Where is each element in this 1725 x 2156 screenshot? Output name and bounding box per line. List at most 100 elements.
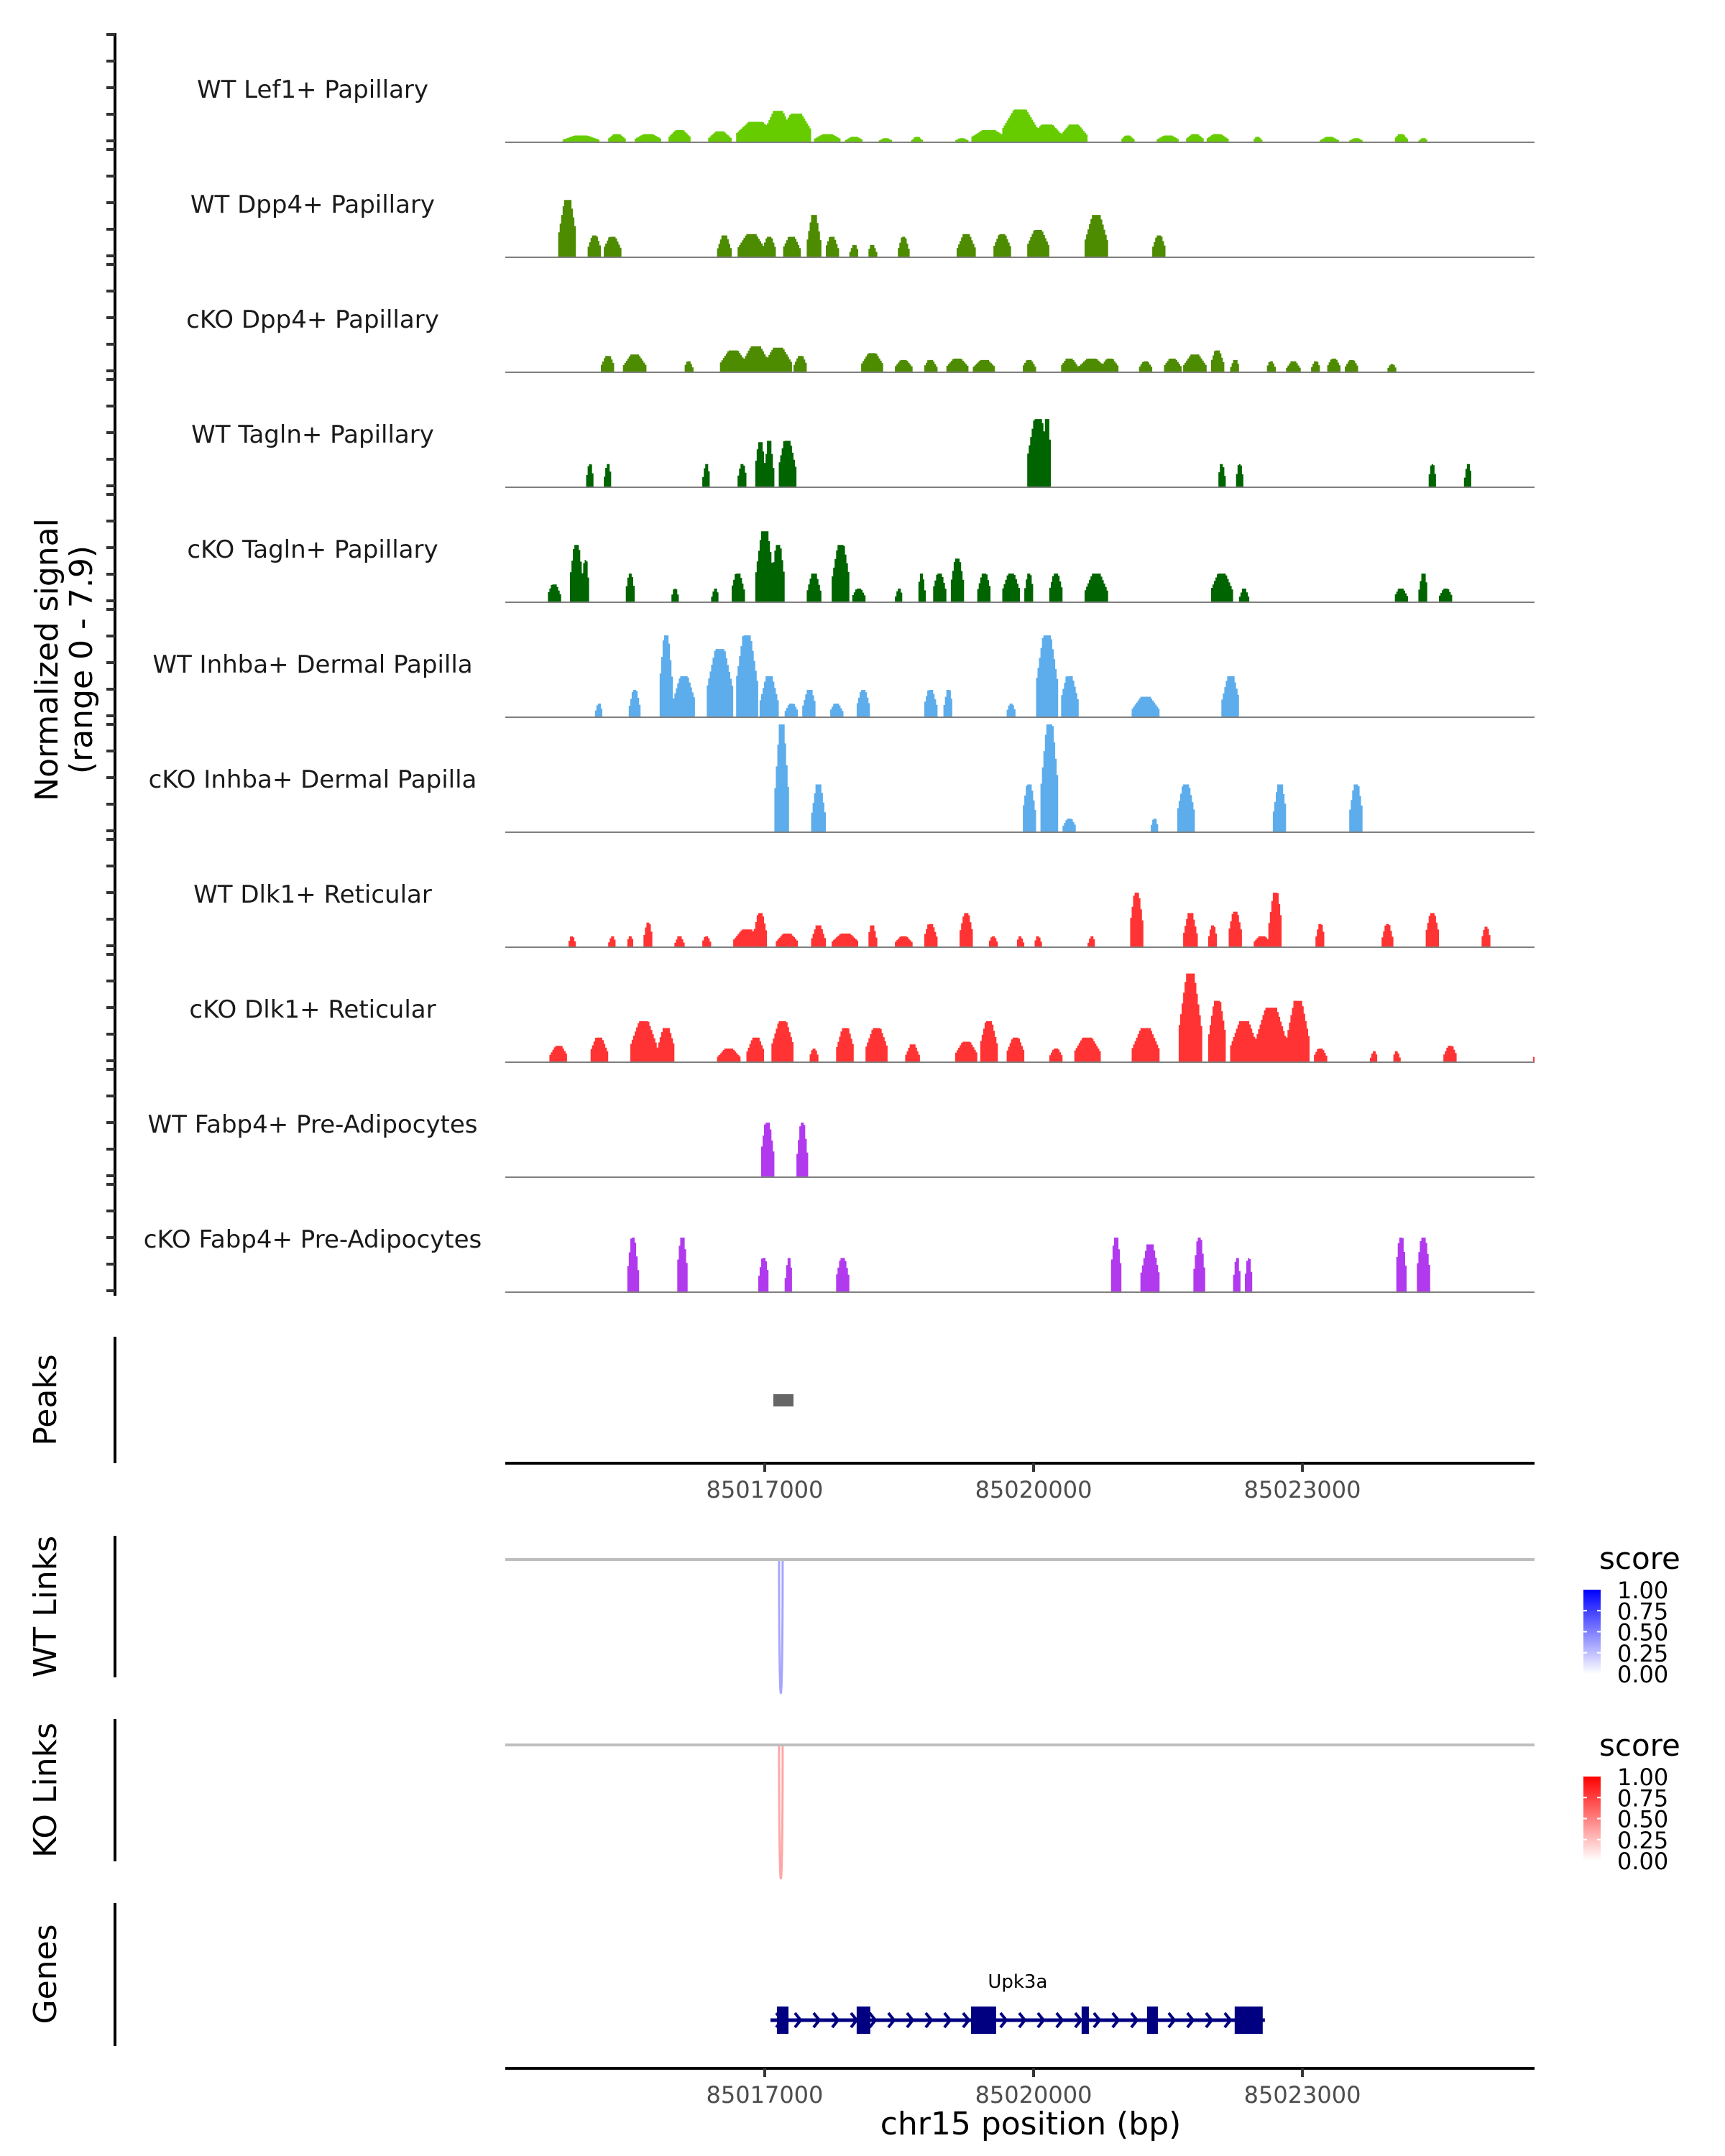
y-axis-title: Normalized signal (range 0 - 7.9) xyxy=(29,518,100,801)
strand-arrow xyxy=(812,2012,822,2029)
track-label: WT Fabp4+ Pre-Adipocytes xyxy=(148,1110,478,1139)
strand-arrow xyxy=(831,2012,840,2029)
strand-arrow xyxy=(1092,2012,1102,2029)
strand-arrow xyxy=(962,2012,971,2029)
strand-arrow xyxy=(999,2012,1008,2029)
strand-arrow xyxy=(943,2012,952,2029)
track-label: cKO Dlk1+ Reticular xyxy=(189,995,436,1024)
exon xyxy=(856,2007,870,2034)
coverage-area xyxy=(505,973,1535,1062)
legend-tick-label: 1.00 xyxy=(1617,1577,1668,1604)
x-tick-label: 85023000 xyxy=(1244,2081,1361,2109)
track-label: WT Dpp4+ Papillary xyxy=(190,190,435,219)
genes-track-label: Genes xyxy=(27,1924,64,2024)
coverage-area xyxy=(505,1123,1535,1177)
legend-tick-label: 0.50 xyxy=(1617,1806,1668,1833)
y-axis-ticks xyxy=(106,33,115,1292)
x-tick-label: 85020000 xyxy=(975,2081,1092,2109)
legend-title: score xyxy=(1599,1728,1680,1763)
x-tick-label: 85017000 xyxy=(707,2081,824,2109)
genes-track: Upk3a xyxy=(770,1971,1265,2034)
coverage-track xyxy=(505,531,1535,603)
gene: Upk3a xyxy=(770,1971,1265,2034)
exon xyxy=(1146,2007,1158,2034)
gene-name: Upk3a xyxy=(988,1971,1047,1993)
track-label: cKO Dpp4+ Papillary xyxy=(186,305,439,334)
track-label: WT Inhba+ Dermal Papilla xyxy=(152,650,472,679)
strand-arrow xyxy=(1111,2012,1121,2029)
strand-arrow xyxy=(1223,2012,1233,2029)
coverage-area xyxy=(505,635,1535,717)
peak-region xyxy=(773,1394,794,1406)
track-labels: WT Lef1+ Papillary WT Dpp4+ Papillary cKO … xyxy=(144,75,482,1254)
coverage-track xyxy=(505,724,1535,833)
track-label: WT Dlk1+ Reticular xyxy=(193,880,432,909)
track-label: WT Tagln+ Papillary xyxy=(191,420,434,449)
coverage-track xyxy=(505,1238,1535,1293)
coverage-track xyxy=(505,973,1535,1063)
exon xyxy=(1081,2007,1089,2034)
coverage-area xyxy=(505,200,1535,257)
track-label: cKO Fabp4+ Pre-Adipocytes xyxy=(144,1225,482,1254)
x-tick-label: 85023000 xyxy=(1244,1476,1361,1503)
coverage-area xyxy=(505,893,1535,947)
coverage-tracks xyxy=(505,109,1535,1293)
x-axis-ticks-bottom: 85017000 85020000 85023000 xyxy=(707,2068,1361,2109)
coverage-area xyxy=(505,1238,1535,1292)
x-axis-ticks-top: 85017000 85020000 85023000 xyxy=(707,1463,1361,1503)
coverage-area xyxy=(505,531,1535,602)
coverage-track xyxy=(505,109,1535,143)
legend-tick-label: 0.00 xyxy=(1617,1848,1668,1875)
exon xyxy=(1234,2007,1263,2034)
link-arc xyxy=(778,1746,784,1879)
strand-arrow xyxy=(1055,2012,1064,2029)
legend-tick-label: 1.00 xyxy=(1617,1764,1668,1791)
legend-tick-label: 0.75 xyxy=(1617,1598,1668,1625)
legend-tick-label: 0.75 xyxy=(1617,1784,1668,1812)
x-tick-label: 85020000 xyxy=(975,1476,1092,1503)
y-axis-title-main: Normalized signal xyxy=(29,518,65,801)
strand-arrow xyxy=(794,2012,803,2029)
links-track-label: WT Links xyxy=(27,1536,64,1677)
coverage-track xyxy=(505,346,1535,373)
legend-tick-label: 0.25 xyxy=(1617,1640,1668,1667)
strand-arrow xyxy=(1018,2012,1027,2029)
strand-arrow xyxy=(924,2012,934,2029)
exon xyxy=(776,2007,789,2034)
strand-arrow xyxy=(1205,2012,1214,2029)
strand-arrow xyxy=(906,2012,915,2029)
strand-arrow xyxy=(1167,2012,1177,2029)
x-axis-title: chr15 position (bp) xyxy=(880,2106,1182,2142)
strand-arrow xyxy=(1074,2012,1083,2029)
coverage-area xyxy=(505,419,1535,487)
legend-tick-label: 0.25 xyxy=(1617,1827,1668,1854)
coverage-area xyxy=(505,109,1535,142)
legend-tick-label: 0.00 xyxy=(1617,1661,1668,1688)
y-axis-title-sub: (range 0 - 7.9) xyxy=(63,545,100,774)
track-label: cKO Inhba+ Dermal Papilla xyxy=(149,765,477,794)
coverage-area xyxy=(505,346,1535,372)
strand-arrow xyxy=(887,2012,896,2029)
strand-arrow xyxy=(868,2012,878,2029)
coverage-track xyxy=(505,635,1535,718)
coverage-track xyxy=(505,893,1535,948)
exon xyxy=(970,2007,996,2034)
coverage-area xyxy=(505,724,1535,832)
legend-tick-label: 0.50 xyxy=(1617,1619,1668,1646)
track-label: cKO Tagln+ Papillary xyxy=(187,535,438,564)
strand-arrow xyxy=(1130,2012,1139,2029)
strand-arrow xyxy=(1186,2012,1195,2029)
links-track-label: KO Links xyxy=(27,1723,64,1858)
legend-title: score xyxy=(1599,1541,1680,1576)
strand-arrow xyxy=(1036,2012,1046,2029)
link-arc xyxy=(778,1560,784,1694)
peaks-track-label: Peaks xyxy=(27,1354,64,1445)
coverage-track xyxy=(505,1123,1535,1178)
coverage-track xyxy=(505,419,1535,488)
